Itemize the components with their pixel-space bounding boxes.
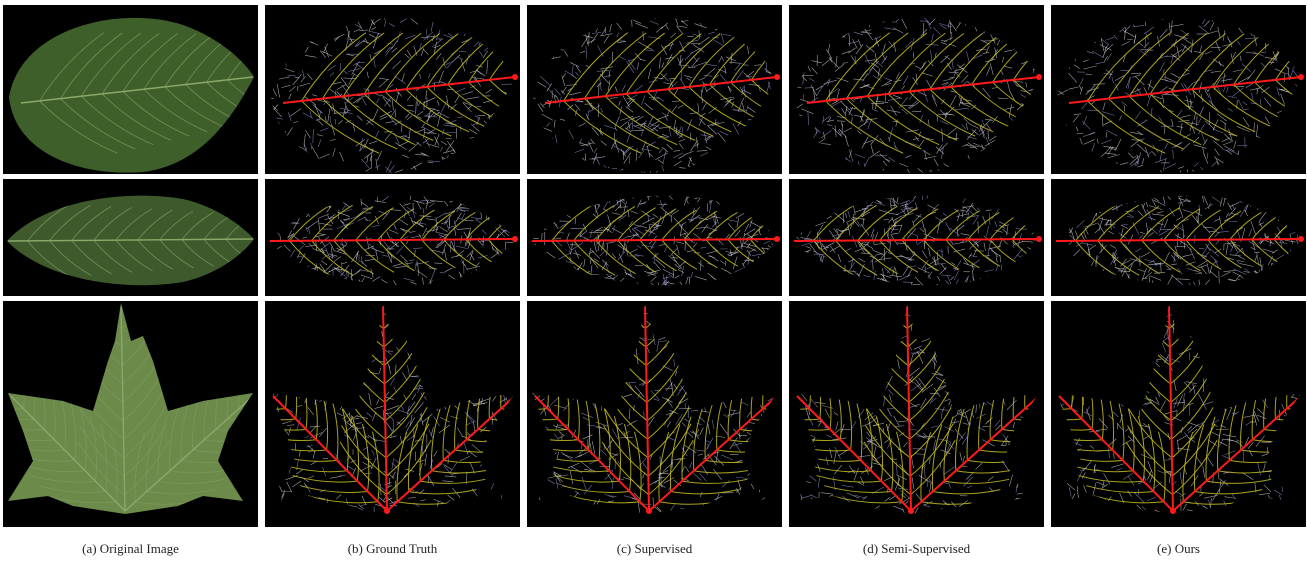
panel	[1045, 179, 1307, 304]
vein-origin	[1298, 74, 1304, 80]
panel	[520, 179, 790, 306]
minor-vein	[654, 296, 663, 300]
panel	[522, 5, 803, 184]
minor-vein	[380, 296, 386, 301]
vein-origin	[1036, 74, 1042, 80]
minor-vein	[1044, 220, 1047, 232]
minor-vein	[1045, 295, 1057, 300]
vein-origin	[774, 74, 780, 80]
panel	[783, 179, 1052, 307]
minor-vein	[520, 198, 527, 204]
minor-vein	[520, 227, 528, 228]
panel	[0, 292, 286, 527]
page: (a) Original Image(b) Ground Truth(c) Su…	[0, 0, 1307, 568]
minor-vein	[1051, 296, 1058, 301]
minor-vein	[1258, 296, 1266, 302]
minor-vein	[284, 526, 290, 535]
panel	[257, 5, 541, 182]
panel	[782, 5, 1065, 185]
panel-background	[1051, 5, 1306, 174]
minor-vein	[299, 173, 304, 179]
vein-origin	[512, 236, 518, 242]
minor-vein	[259, 107, 265, 119]
figure: (a) Original Image(b) Ground Truth(c) Su…	[0, 0, 1307, 568]
minor-vein	[582, 174, 595, 176]
panel	[1044, 5, 1307, 181]
minor-vein	[544, 295, 555, 301]
vein-origin	[774, 236, 780, 242]
minor-vein	[1112, 296, 1116, 299]
minor-vein	[357, 526, 365, 533]
panel	[239, 292, 548, 536]
panel	[3, 5, 279, 174]
minor-vein	[1011, 174, 1016, 178]
minor-vein	[520, 173, 527, 178]
minor-vein	[606, 296, 618, 299]
minor-vein	[383, 526, 389, 536]
panel-background	[527, 5, 782, 174]
minor-vein	[521, 255, 527, 263]
minor-vein	[456, 526, 462, 534]
minor-vein	[525, 58, 528, 64]
vein-origin	[1298, 236, 1304, 242]
vein-origin	[512, 74, 518, 80]
minor-vein	[782, 137, 786, 149]
panel-background	[789, 5, 1044, 174]
panel-background	[265, 179, 520, 296]
minor-vein	[1043, 124, 1049, 133]
panel	[3, 179, 258, 296]
minor-vein	[530, 174, 534, 179]
panel	[254, 179, 528, 309]
minor-vein	[781, 121, 788, 132]
vein-origin	[1036, 236, 1042, 242]
